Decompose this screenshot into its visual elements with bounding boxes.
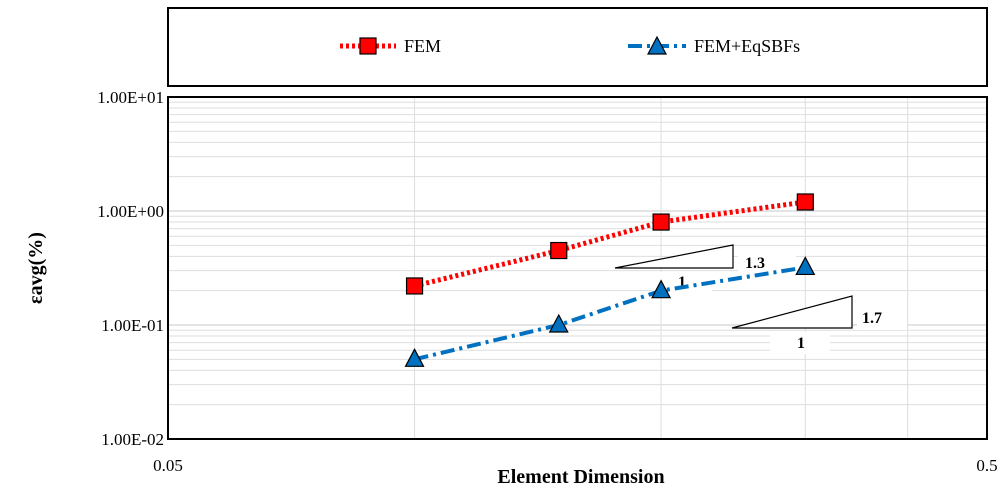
slope-label-background — [738, 252, 796, 274]
plot-area: 1 1.3 1 1.7 — [167, 96, 988, 440]
x-tick-label: 0.05 — [153, 456, 183, 475]
data-point-triangle — [404, 348, 425, 367]
slope-rise-label: 1.3 — [745, 255, 765, 272]
data-point-square — [796, 193, 814, 211]
data-point-square — [405, 277, 424, 295]
series-line-0 — [413, 199, 806, 289]
slope-triangle — [731, 295, 853, 329]
legend-label-eqsbfs: FEM+EqSBFs — [694, 36, 800, 56]
data-point-square — [550, 241, 568, 260]
slope-triangle — [614, 244, 734, 269]
legend-frame — [167, 7, 988, 87]
series-line-1 — [414, 265, 806, 362]
data-point-triangle — [651, 279, 672, 299]
legend-marker-eqsbfs — [647, 35, 667, 55]
slope-run-label: 1 — [797, 335, 805, 352]
plot-frame — [167, 96, 988, 440]
y-tick-label: 1.00E-01 — [101, 316, 164, 335]
y-tick-label: 1.00E-02 — [101, 430, 164, 449]
legend-entry-fem: FEM — [340, 36, 441, 56]
legend-marker-fem — [359, 37, 377, 55]
data-point-square — [652, 213, 670, 231]
x-tick-labels: 0.05 0.5 — [153, 456, 998, 475]
y-tick-label: 1.00E+01 — [97, 88, 164, 107]
y-tick-label: 1.00E+00 — [97, 202, 164, 221]
legend: FEM FEM+EqSBFs — [167, 7, 988, 87]
y-axis-title: εavg(%) — [25, 232, 47, 304]
x-tick-label: 0.5 — [976, 456, 997, 475]
data-point-triangle — [795, 256, 816, 276]
slope-label-background — [770, 332, 830, 354]
slope-label-background — [857, 308, 907, 330]
slope-triangles: 1 1.3 1 1.7 — [614, 244, 907, 354]
slope-run-label: 1 — [678, 274, 686, 291]
slope-rise-label: 1.7 — [862, 310, 882, 327]
data-point-triangle — [548, 313, 569, 333]
x-axis-title: Element Dimension — [497, 466, 664, 488]
series-group — [404, 193, 816, 367]
legend-label-fem: FEM — [404, 36, 441, 56]
y-tick-labels: 1.00E-02 1.00E-01 1.00E+00 1.00E+01 — [97, 88, 164, 449]
legend-entry-eqsbfs: FEM+EqSBFs — [628, 35, 800, 56]
grid — [168, 97, 987, 439]
